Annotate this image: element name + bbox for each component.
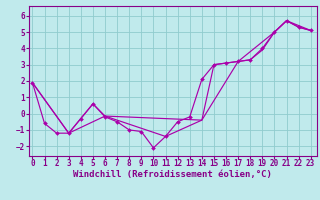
X-axis label: Windchill (Refroidissement éolien,°C): Windchill (Refroidissement éolien,°C) <box>73 170 272 179</box>
